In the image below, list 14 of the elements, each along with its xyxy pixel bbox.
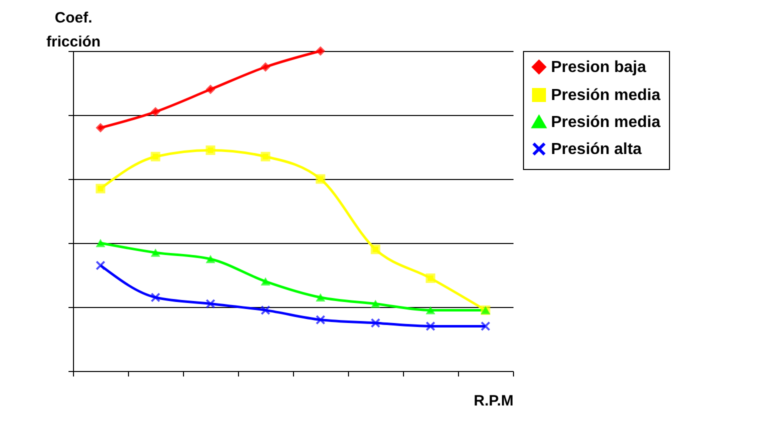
point [96,260,106,270]
point [260,305,270,316]
point [206,298,216,309]
legend-label: Presión alta [551,141,642,158]
point [150,292,160,302]
point [316,314,326,325]
y-axis-title: Coef. fricción [46,10,101,50]
legend-label: Presión media [551,87,660,104]
x-axis-title: R.P.M [474,392,514,410]
point [370,318,380,328]
legend-label: Presión media [551,114,660,131]
point [480,321,490,332]
point [426,321,436,332]
legend-label: Presion baja [551,59,646,76]
